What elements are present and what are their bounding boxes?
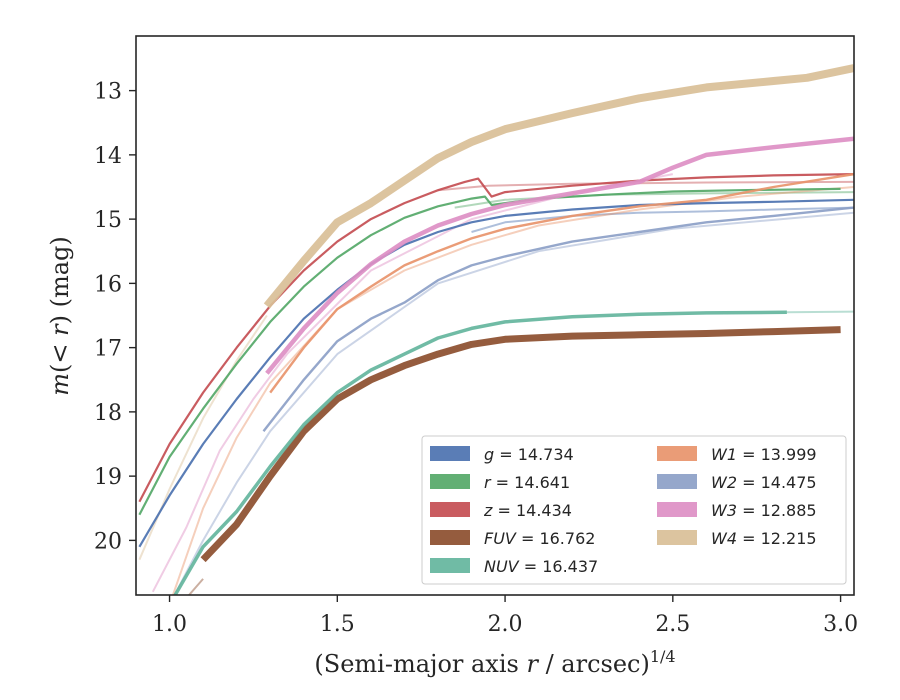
series-line-5: [269, 172, 854, 394]
y-tick-label: 20: [94, 529, 122, 554]
legend-entry-label: W3 = 12.885: [711, 501, 817, 520]
legend-entry-label: W4 = 12.215: [711, 529, 817, 548]
series-faint-line-3: [187, 578, 204, 595]
y-axis: 13 14 15 16 17 18 19 20: [94, 80, 136, 554]
legend-entry-label: W2 = 14.475: [711, 473, 817, 492]
series-faint-line-7: [151, 173, 673, 593]
x-tick-label: 3.0: [823, 612, 858, 637]
legend-swatch: [430, 502, 470, 517]
y-tick-label: 13: [94, 80, 122, 105]
x-tick-label: 1.5: [320, 612, 355, 637]
y-tick-label: 18: [94, 401, 122, 426]
series-faint-line-4: [786, 310, 854, 314]
series-faint-line-6: [173, 211, 854, 595]
legend-swatch: [657, 474, 697, 489]
series-line-4: [173, 310, 787, 595]
x-axis-label: (Semi-major axis r / arcsec)1/4: [314, 647, 675, 678]
series-line-7: [265, 136, 854, 375]
y-tick-label: 17: [94, 337, 122, 362]
y-tick-label: 16: [94, 272, 122, 297]
series-line-1: [138, 187, 841, 516]
legend-swatch: [430, 558, 470, 573]
legend-entry-label: r = 14.641: [484, 473, 570, 492]
x-tick-label: 2.5: [655, 612, 690, 637]
series-group: [138, 64, 854, 595]
legend-swatch: [657, 530, 697, 545]
plot-frame: [135, 35, 855, 596]
y-tick-label: 19: [94, 465, 122, 490]
y-tick-label: 14: [94, 144, 122, 169]
legend: g = 14.734 r = 14.641 z = 14.434 FUV = 16.7…: [421, 435, 847, 585]
series-line-8: [263, 64, 854, 309]
legend-swatch: [430, 474, 470, 489]
legend-entry-label: FUV = 16.762: [484, 529, 595, 548]
x-tick-label: 2.0: [488, 612, 523, 637]
legend-swatch: [430, 446, 470, 461]
legend-swatch: [430, 530, 470, 545]
x-axis: 1.0 1.5 2.0 2.5 3.0: [152, 595, 858, 637]
legend-entry-label: z = 14.434: [483, 501, 572, 520]
legend-box: [421, 435, 847, 585]
series-line-3: [200, 326, 841, 563]
series-faint-line-5: [171, 186, 854, 595]
legend-entry-label: W1 = 13.999: [711, 445, 817, 464]
legend-entry-label: NUV = 16.437: [484, 557, 598, 576]
legend-swatch: [657, 446, 697, 461]
series-faint-line-2: [437, 180, 854, 192]
y-axis-label: m(< r) (mag): [46, 236, 74, 396]
x-tick-label: 1.0: [152, 612, 187, 637]
series-line-6: [262, 206, 854, 432]
y-tick-label: 15: [94, 208, 122, 233]
legend-entry-label: g = 14.734: [484, 445, 574, 464]
legend-swatch: [657, 502, 697, 517]
series-faint-line-0: [471, 206, 854, 233]
